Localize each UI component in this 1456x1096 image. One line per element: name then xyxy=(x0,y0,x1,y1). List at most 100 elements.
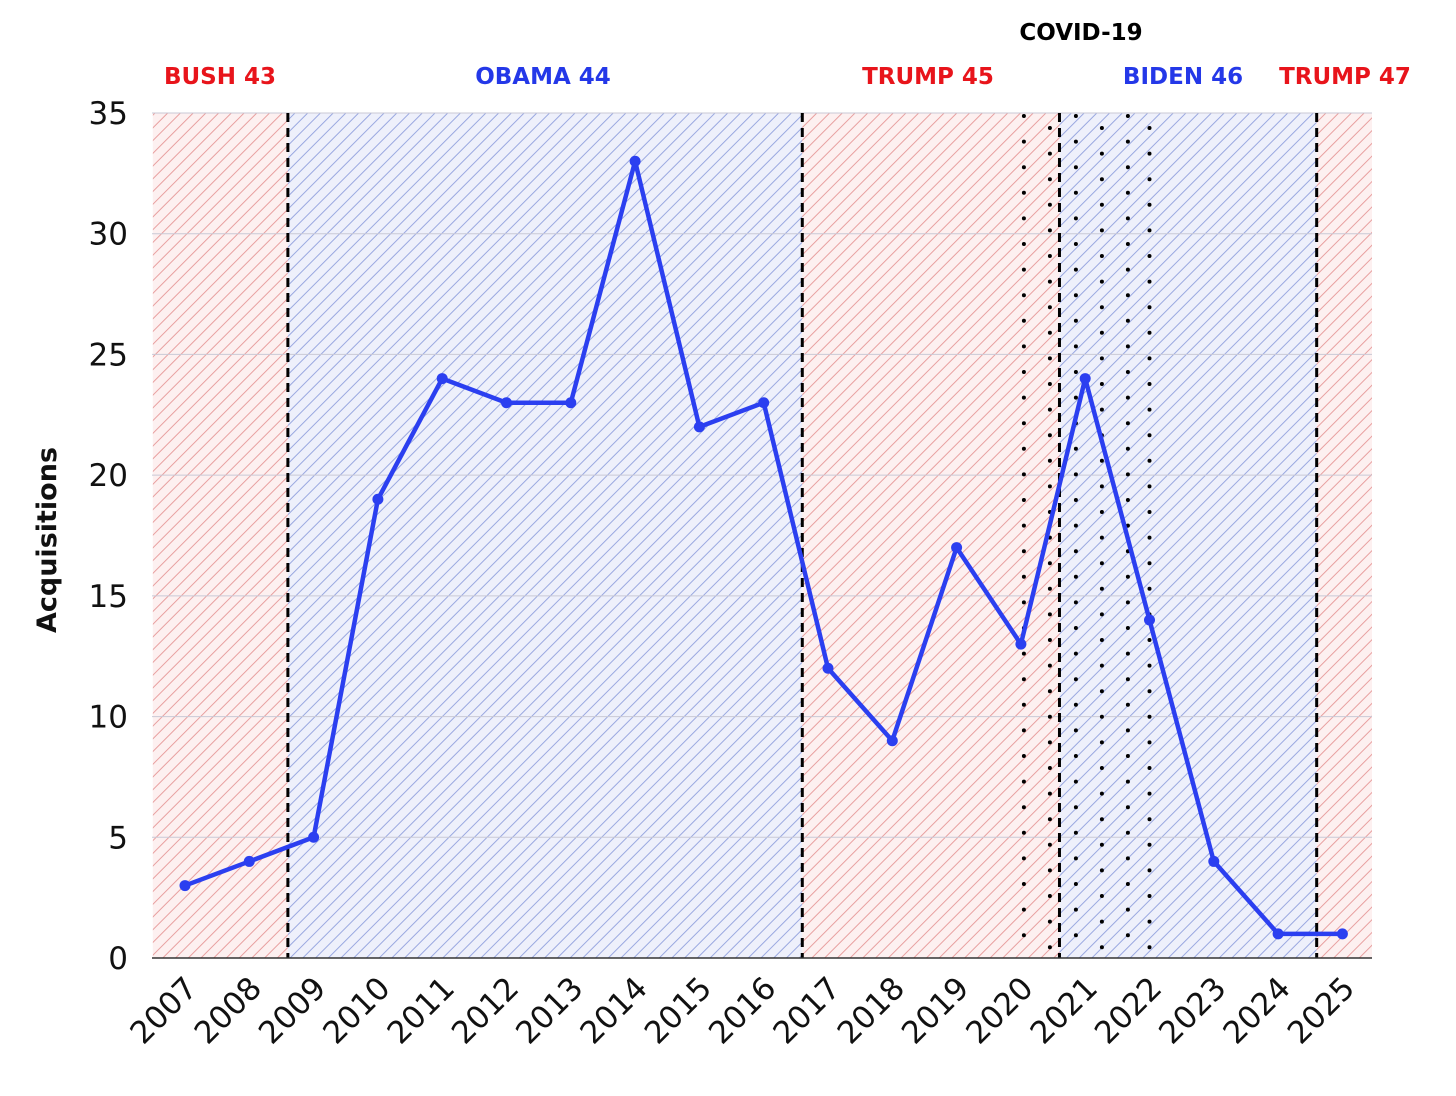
x-tick-label: 2007 xyxy=(123,970,204,1051)
covid-dot xyxy=(1073,856,1078,861)
covid-dot xyxy=(1125,293,1130,298)
covid-dot xyxy=(1073,830,1078,835)
x-tick-label: 2015 xyxy=(638,970,719,1051)
covid-dot xyxy=(1125,754,1130,758)
transition-lines xyxy=(286,113,1319,958)
data-point xyxy=(693,421,705,433)
x-tick-label: 2014 xyxy=(574,970,655,1051)
covid-dot xyxy=(1099,330,1104,335)
covid-dot xyxy=(1099,586,1104,591)
covid-dot xyxy=(1021,370,1026,374)
covid-dot xyxy=(1125,933,1130,938)
covid-dot xyxy=(1125,728,1130,733)
covid-dot xyxy=(1147,586,1152,591)
data-point xyxy=(1015,638,1027,650)
covid-dot xyxy=(1073,267,1078,272)
x-tick-label: 2020 xyxy=(959,970,1040,1051)
covid-dot xyxy=(1147,535,1152,540)
covid-dot xyxy=(1021,523,1026,528)
covid-dot xyxy=(1073,882,1078,886)
covid-dot xyxy=(1125,779,1130,784)
covid-dot xyxy=(1125,165,1130,170)
covid-dot xyxy=(1147,561,1152,566)
covid-dot xyxy=(1073,216,1078,221)
covid-dot xyxy=(1099,766,1104,770)
covid-dot xyxy=(1021,267,1026,272)
covid-dot xyxy=(1073,293,1078,298)
covid-dot xyxy=(1147,894,1152,898)
era-label: TRUMP 47 xyxy=(1279,64,1411,90)
covid-dot xyxy=(1147,330,1152,335)
x-tick-label: 2021 xyxy=(1024,970,1105,1051)
data-point xyxy=(758,397,770,409)
covid-dot xyxy=(1021,498,1026,502)
covid-dot xyxy=(1047,177,1052,182)
covid-dot xyxy=(1073,370,1078,374)
covid-dot xyxy=(1047,689,1052,694)
covid-dot xyxy=(1099,254,1104,258)
x-tick-label: 2024 xyxy=(1217,970,1298,1051)
covid-dot xyxy=(1099,535,1104,540)
data-point xyxy=(243,855,255,867)
data-point xyxy=(951,542,963,554)
data-point xyxy=(372,493,384,505)
data-point xyxy=(1144,614,1155,626)
x-tick-label: 2025 xyxy=(1281,970,1362,1051)
covid-dot xyxy=(1099,945,1104,950)
covid-dot xyxy=(1099,868,1104,873)
covid-dot xyxy=(1021,318,1026,323)
y-tick-label: 5 xyxy=(108,820,128,856)
x-tick-label: 2022 xyxy=(1088,970,1169,1051)
covid-dot xyxy=(1099,484,1104,489)
covid-dot xyxy=(1073,114,1078,118)
covid-dot xyxy=(1125,242,1130,246)
y-tick-label: 0 xyxy=(108,941,128,977)
covid-dot xyxy=(1125,882,1130,886)
x-tick-label: 2018 xyxy=(831,970,912,1051)
covid-dot xyxy=(1021,344,1026,349)
covid-dot xyxy=(1125,139,1130,144)
covid-dot xyxy=(1073,446,1078,451)
covid-dot xyxy=(1147,228,1152,233)
y-tick-label: 30 xyxy=(89,217,128,253)
covid-dot xyxy=(1073,165,1078,170)
era-band-2 xyxy=(802,113,1060,958)
covid-dot xyxy=(1099,407,1104,412)
covid-dot xyxy=(1099,458,1104,463)
covid-dot xyxy=(1047,433,1052,438)
x-tick-label: 2011 xyxy=(381,970,462,1051)
covid-dot xyxy=(1021,216,1026,221)
data-point xyxy=(179,880,191,892)
covid-dot xyxy=(1099,894,1104,898)
covid-dot xyxy=(1021,702,1026,707)
covid-dot xyxy=(1125,370,1130,374)
covid-dot xyxy=(1099,305,1104,310)
data-point xyxy=(886,735,898,747)
covid-dot xyxy=(1073,344,1078,349)
covid-dot xyxy=(1147,919,1152,924)
covid-band xyxy=(1021,114,1152,950)
covid-dot xyxy=(1073,805,1078,810)
covid-dot xyxy=(1125,190,1130,195)
covid-dot xyxy=(1147,842,1152,847)
covid-dot xyxy=(1021,728,1026,733)
covid-dot xyxy=(1047,612,1052,617)
era-band-0 xyxy=(152,113,288,958)
x-tick-label: 2019 xyxy=(895,970,976,1051)
covid-dot xyxy=(1021,139,1026,144)
covid-dot xyxy=(1047,407,1052,412)
covid-dot xyxy=(1099,177,1104,182)
data-point xyxy=(436,373,448,385)
covid-dot xyxy=(1021,165,1026,170)
covid-dot xyxy=(1073,677,1078,682)
covid-dot xyxy=(1147,714,1152,719)
covid-dot xyxy=(1047,330,1052,335)
covid-dot xyxy=(1073,395,1078,400)
covid-dot xyxy=(1099,202,1104,207)
covid-dot xyxy=(1147,791,1152,796)
era-label: TRUMP 45 xyxy=(862,64,994,90)
covid-dot xyxy=(1147,202,1152,207)
covid-dot xyxy=(1021,754,1026,758)
covid-dot xyxy=(1021,395,1026,400)
